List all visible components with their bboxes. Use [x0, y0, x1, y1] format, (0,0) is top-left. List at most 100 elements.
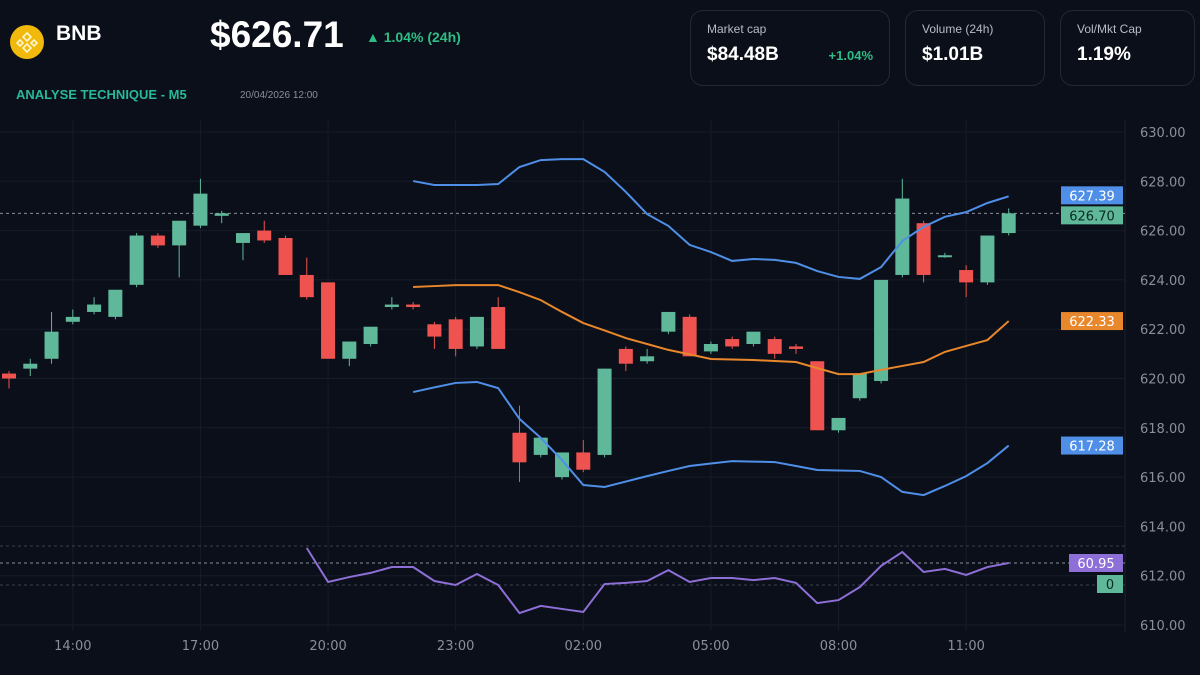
card-value: $84.48B — [707, 44, 779, 65]
middle-band-label-bg — [1061, 312, 1123, 331]
candle-body — [788, 346, 803, 349]
y-tick-label: 616.00 — [1140, 471, 1186, 486]
candle-body — [618, 348, 633, 364]
lower-band-label: 617.28 — [1069, 440, 1115, 455]
secondary-label: 0 — [1106, 578, 1114, 593]
vol-mkt-cap-card: Vol/Mkt Cap 1.19% — [1060, 10, 1195, 86]
x-tick-label: 23:00 — [437, 639, 474, 654]
candle-body — [597, 368, 612, 455]
candle-body — [342, 341, 357, 359]
x-tick-label: 08:00 — [820, 639, 857, 654]
candle-body — [427, 324, 442, 337]
lower-band-line — [412, 380, 1010, 497]
candle-body — [682, 316, 697, 357]
candle-body — [363, 326, 378, 344]
price-change: ▲ 1.04% (24h) — [366, 29, 461, 45]
y-tick-label: 614.00 — [1140, 520, 1186, 535]
upper-band-label-bg — [1061, 186, 1123, 205]
candle-body — [384, 304, 399, 308]
y-tick-label: 612.00 — [1140, 570, 1186, 585]
candle-body — [980, 235, 995, 283]
card-value: 1.19% — [1077, 44, 1131, 65]
market-cap-card: Market cap $84.48B +1.04% — [690, 10, 890, 86]
x-tick-label: 17:00 — [182, 639, 219, 654]
candle-body — [831, 417, 846, 431]
x-tick-label: 20:00 — [309, 639, 346, 654]
candle-body — [448, 319, 463, 349]
candle-body — [491, 307, 506, 349]
y-tick-label: 626.00 — [1140, 225, 1186, 240]
last-price-label: 626.70 — [1069, 209, 1115, 224]
candle-body — [406, 304, 421, 308]
candle-body — [108, 289, 123, 317]
candle-body — [895, 198, 910, 275]
candle-body — [576, 452, 591, 470]
candle-body — [640, 356, 655, 362]
upper-band-label: 627.39 — [1069, 189, 1115, 204]
timestamp: 20/04/2026 12:00 — [240, 90, 318, 101]
candle-body — [44, 331, 59, 359]
candle-body — [278, 237, 293, 275]
bnb-logo-icon — [10, 25, 44, 59]
candle-body — [299, 274, 314, 298]
candle-body — [172, 220, 187, 246]
symbol: BNB — [56, 22, 102, 45]
middle-band-label: 622.33 — [1069, 315, 1115, 330]
x-tick-label: 11:00 — [947, 639, 984, 654]
candle-body — [555, 452, 570, 478]
candle-body — [257, 230, 272, 241]
volume-card: Volume (24h) $1.01B — [905, 10, 1045, 86]
candle-body — [746, 331, 761, 344]
candle-body — [65, 316, 80, 322]
y-tick-label: 630.00 — [1140, 126, 1186, 141]
y-tick-label: 622.00 — [1140, 323, 1186, 338]
candle-body — [129, 235, 144, 285]
card-label: Volume (24h) — [922, 22, 994, 36]
card-label: Vol/Mkt Cap — [1077, 22, 1142, 36]
x-tick-label: 14:00 — [54, 639, 91, 654]
oscillator-label: 60.95 — [1077, 557, 1114, 572]
candle-body — [193, 193, 208, 226]
secondary-label-bg — [1097, 575, 1123, 593]
y-tick-label: 628.00 — [1140, 175, 1186, 190]
candle-body — [235, 233, 250, 243]
card-change: +1.04% — [828, 48, 873, 63]
oscillator-line — [305, 547, 1009, 615]
card-value: $1.01B — [922, 44, 984, 65]
y-tick-label: 610.00 — [1140, 619, 1186, 634]
x-tick-label: 02:00 — [565, 639, 602, 654]
candle-body — [2, 373, 16, 379]
candle-body — [852, 373, 867, 399]
candle-body — [512, 432, 527, 463]
middle-band-line — [413, 284, 1010, 376]
x-tick-label: 05:00 — [692, 639, 729, 654]
candle-body — [87, 304, 102, 312]
candle-body — [321, 282, 336, 359]
lower-band-label-bg — [1061, 436, 1123, 455]
candle-body — [469, 316, 484, 347]
candle-body — [767, 339, 782, 354]
current-price: $626.71 — [210, 14, 344, 55]
candle-body — [810, 361, 825, 431]
last-price-label-bg — [1061, 206, 1123, 225]
candle-body — [23, 363, 38, 369]
section-title: ANALYSE TECHNIQUE - M5 — [16, 87, 187, 102]
candle-body — [959, 270, 974, 283]
y-tick-label: 624.00 — [1140, 274, 1186, 289]
candle-body — [916, 223, 931, 275]
upper-band-line — [412, 158, 1009, 280]
candle-body — [214, 213, 229, 216]
candle-body — [937, 255, 952, 258]
oscillator-label-bg — [1069, 554, 1123, 572]
card-label: Market cap — [707, 22, 767, 36]
candle-body — [874, 279, 889, 381]
y-tick-label: 618.00 — [1140, 422, 1186, 437]
candle-body — [1001, 213, 1016, 234]
candle-body — [150, 235, 165, 246]
candle-body — [725, 339, 740, 347]
y-tick-label: 620.00 — [1140, 373, 1186, 388]
candle-body — [703, 343, 718, 352]
candle-body — [533, 437, 548, 455]
candle-body — [661, 311, 676, 332]
